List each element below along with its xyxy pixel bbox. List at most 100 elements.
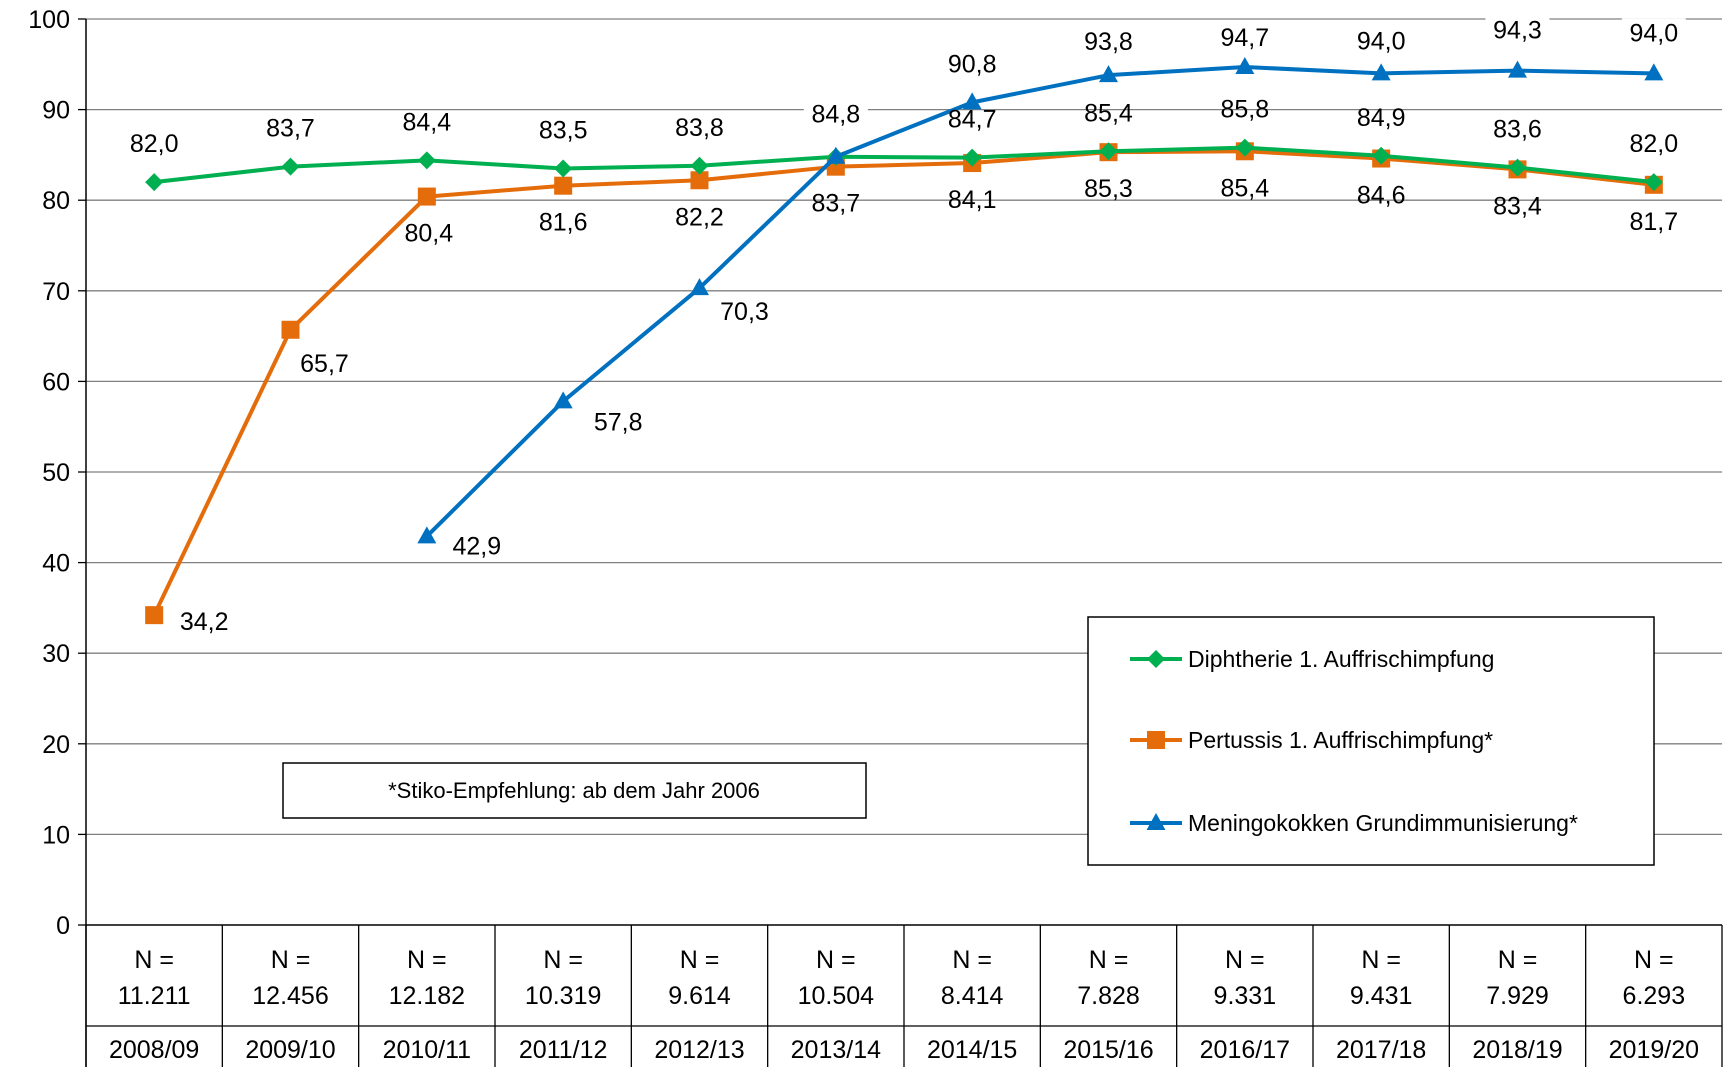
y-tick-label: 40	[42, 550, 70, 578]
data-point	[1099, 142, 1118, 161]
data-label-bg	[1076, 27, 1141, 58]
data-point	[962, 92, 982, 110]
legend-label: Meningokokken Grundimmunisierung*	[1188, 810, 1578, 836]
data-label: 83,4	[1493, 192, 1542, 220]
data-label: 85,4	[1220, 174, 1269, 202]
data-point	[281, 157, 300, 176]
data-label: 83,7	[266, 115, 315, 143]
data-point	[1235, 57, 1255, 75]
legend-marker	[1147, 731, 1165, 749]
x-category-label: 2018/19	[1472, 1036, 1562, 1064]
data-label-bg	[1212, 23, 1277, 54]
data-point	[417, 187, 436, 206]
data-label: 85,3	[1084, 175, 1133, 203]
x-category-label: 2012/13	[654, 1036, 744, 1064]
data-label-bg	[940, 49, 1005, 80]
x-n-value: 12.456	[252, 982, 328, 1010]
legend: Diphtherie 1. Auffrischimpfung Pertussis …	[1087, 616, 1655, 866]
annotation-frame	[282, 762, 867, 819]
x-n-value: 6.293	[1623, 982, 1686, 1010]
x-category-label: 2014/15	[927, 1036, 1017, 1064]
data-point	[826, 146, 846, 164]
data-label: 84,6	[1357, 182, 1406, 210]
data-point	[554, 176, 573, 195]
gridlines	[86, 18, 1722, 836]
data-label: 84,4	[402, 108, 451, 136]
x-n-value: 9.331	[1214, 982, 1277, 1010]
legend-frame	[1087, 616, 1655, 866]
data-label-bg	[1485, 15, 1550, 46]
x-category-label: 2017/18	[1336, 1036, 1426, 1064]
series-line	[153, 145, 1655, 185]
y-tick-label: 90	[42, 97, 70, 125]
series-line	[152, 149, 1655, 617]
x-n-value: 11.211	[118, 982, 191, 1010]
x-n-prefix: N =	[1089, 946, 1129, 974]
series-line	[425, 65, 1654, 538]
data-label: 42,9	[452, 532, 501, 560]
data-label: 83,5	[539, 116, 588, 144]
data-label: 65,7	[300, 350, 349, 378]
x-category-label: 2016/17	[1200, 1036, 1290, 1064]
x-n-value: 7.828	[1077, 982, 1140, 1010]
y-tick-label: 60	[42, 368, 70, 396]
data-point	[145, 173, 164, 192]
x-n-prefix: N =	[134, 946, 174, 974]
x-category-label: 2019/20	[1609, 1036, 1699, 1064]
x-n-prefix: N =	[1634, 946, 1674, 974]
data-label: 85,4	[1084, 99, 1133, 127]
y-tick-label: 30	[42, 640, 70, 668]
x-axis-table: N = 11.211 2008/09 N = 12.456 2009/10 N = 12.18…	[85, 924, 1723, 1067]
data-point	[417, 151, 436, 170]
data-point	[1644, 173, 1663, 192]
data-point	[553, 391, 573, 409]
data-point	[1372, 146, 1391, 165]
y-axis-ticks: 0 10 20 30 40 50 60 70 80 90 100	[28, 6, 87, 1067]
data-label: 83,6	[1493, 116, 1542, 144]
legend-marker	[1146, 813, 1166, 830]
data-point	[690, 171, 709, 190]
data-label: 82,2	[675, 203, 724, 231]
x-n-value: 10.504	[798, 982, 875, 1010]
y-tick-label: 100	[28, 6, 70, 34]
data-label: 94,0	[1357, 27, 1406, 55]
x-n-prefix: N =	[271, 946, 311, 974]
data-label: 94,7	[1220, 24, 1269, 52]
data-label: 94,0	[1629, 19, 1678, 47]
data-point	[963, 148, 982, 167]
y-tick-label: 20	[42, 731, 70, 759]
data-label: 83,8	[675, 114, 724, 142]
data-label: 85,8	[1220, 96, 1269, 124]
x-n-prefix: N =	[543, 946, 583, 974]
data-label: 84,9	[1357, 104, 1406, 132]
data-label: 81,6	[539, 209, 588, 237]
x-n-value: 7.929	[1486, 982, 1549, 1010]
data-label: 90,8	[948, 50, 997, 78]
legend-label: Pertussis 1. Auffrischimpfung*	[1188, 727, 1493, 753]
x-n-prefix: N =	[1361, 946, 1401, 974]
data-label: 83,7	[811, 190, 860, 218]
x-n-prefix: N =	[816, 946, 856, 974]
x-category-label: 2009/10	[245, 1036, 335, 1064]
x-category-label: 2013/14	[791, 1036, 881, 1064]
data-label: 93,8	[1084, 28, 1133, 56]
x-n-prefix: N =	[1225, 946, 1265, 974]
x-n-value: 9.614	[668, 982, 731, 1010]
data-label: 94,3	[1493, 17, 1542, 45]
x-n-value: 8.414	[941, 982, 1004, 1010]
data-point	[1644, 63, 1664, 81]
annotation-text: *Stiko-Empfehlung: ab dem Jahr 2006	[388, 778, 760, 803]
data-label: 84,1	[948, 186, 997, 214]
y-tick-label: 50	[42, 459, 70, 487]
data-label: 57,8	[594, 408, 643, 436]
data-point	[554, 159, 573, 178]
data-label-bg	[1349, 26, 1414, 57]
series-layer	[145, 57, 1664, 625]
x-category-label: 2010/11	[383, 1036, 472, 1064]
data-point	[1235, 138, 1254, 157]
data-point	[690, 278, 709, 296]
x-category-label: 2015/16	[1063, 1036, 1153, 1064]
data-point	[145, 606, 164, 625]
x-category-label: 2008/09	[109, 1036, 199, 1064]
